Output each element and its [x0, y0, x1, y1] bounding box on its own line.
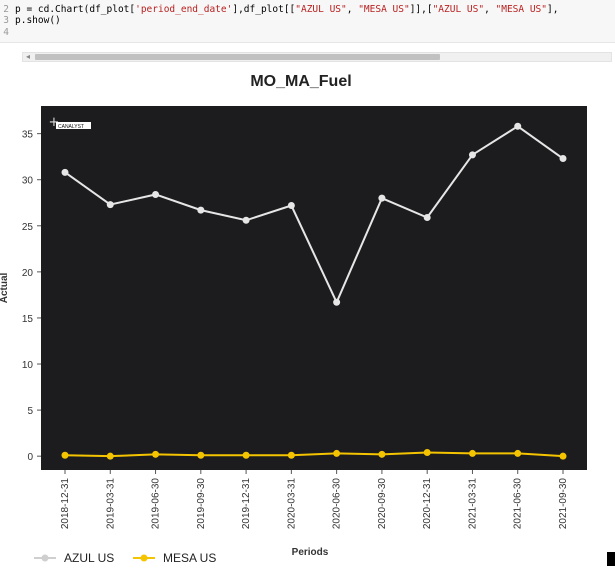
legend-item[interactable]: AZUL US	[34, 551, 114, 565]
y-tick-label: 20	[22, 268, 34, 279]
y-tick-label: 5	[27, 406, 33, 417]
watermark-cross-icon: +	[49, 115, 60, 130]
legend[interactable]: AZUL US MESA US	[34, 551, 216, 565]
horizontal-scrollbar[interactable]: ◂	[22, 52, 612, 62]
data-point[interactable]	[287, 202, 295, 210]
code-string: 'period_end_date'	[135, 4, 233, 15]
data-point[interactable]	[242, 451, 250, 459]
code-string: "AZUL US"	[295, 4, 347, 15]
data-point[interactable]	[152, 450, 160, 458]
data-point[interactable]	[468, 151, 476, 159]
code-text: ]],[	[409, 4, 433, 15]
x-tick-label: 2020-03-31	[286, 478, 297, 530]
code-text: p.show()	[15, 15, 61, 26]
y-tick-label: 35	[22, 130, 34, 141]
data-point[interactable]	[559, 155, 567, 163]
series-azul-us	[61, 122, 567, 306]
scroll-left-icon[interactable]: ◂	[26, 52, 31, 61]
plot-area	[41, 106, 587, 470]
data-point[interactable]	[242, 216, 250, 224]
data-point[interactable]	[333, 449, 341, 457]
series-line	[64, 125, 564, 305]
data-point[interactable]	[287, 451, 295, 459]
x-tick-label: 2020-12-31	[422, 478, 433, 530]
x-tick-label: 2021-09-30	[558, 478, 569, 530]
code-line[interactable]: 2 p = cd.Chart(df_plot['period_end_date']…	[0, 4, 558, 15]
code-line[interactable]: 3 p.show()	[0, 15, 61, 26]
watermark-box	[56, 122, 91, 129]
data-point[interactable]	[152, 190, 160, 198]
code-string: "MESA US"	[495, 4, 547, 15]
line-number: 3	[3, 15, 9, 26]
x-tick-label: 2021-06-30	[513, 478, 524, 530]
code-text: ,	[346, 4, 359, 15]
x-axis-label: Periods	[292, 547, 329, 558]
data-point[interactable]	[423, 448, 431, 456]
y-tick-label: 0	[27, 452, 33, 463]
y-axis-label: Actual	[0, 272, 10, 303]
code-string: "MESA US"	[358, 4, 410, 15]
y-tick-label: 10	[22, 360, 34, 371]
code-string: "AZUL US"	[432, 4, 485, 15]
series-layer	[61, 122, 567, 460]
code-line[interactable]: 4	[0, 27, 15, 38]
x-tick-label: 2021-03-31	[467, 478, 478, 530]
line-number: 4	[3, 27, 9, 38]
scroll-thumb[interactable]	[35, 54, 440, 60]
x-tick-label: 2019-06-30	[151, 478, 162, 530]
data-point[interactable]	[197, 206, 205, 214]
x-tick-label: 2018-12-31	[60, 478, 71, 530]
watermark-label: CANALYST	[58, 124, 84, 130]
data-point[interactable]	[61, 451, 69, 459]
code-text: ],	[547, 4, 559, 15]
data-point[interactable]	[106, 201, 114, 209]
legend-label: AZUL US	[64, 551, 114, 565]
data-point[interactable]	[559, 452, 567, 460]
data-point[interactable]	[106, 452, 114, 460]
data-point[interactable]	[514, 449, 522, 457]
data-point[interactable]	[333, 298, 341, 306]
x-axis: 2018-12-31 2019-03-31 2019-06-30 2019-09-30…	[60, 470, 569, 529]
y-tick-label: 25	[22, 222, 34, 233]
data-point[interactable]	[378, 194, 386, 202]
chart-title: MO_MA_Fuel	[250, 73, 351, 90]
x-tick-label: 2019-12-31	[241, 478, 252, 530]
data-point[interactable]	[468, 449, 476, 457]
watermark: + CANALYST	[49, 115, 91, 130]
code-text: ],df_plot[[	[232, 4, 296, 15]
line-number: 2	[3, 4, 9, 15]
legend-marker	[140, 554, 148, 562]
data-point[interactable]	[514, 122, 522, 130]
data-point[interactable]	[197, 451, 205, 459]
x-tick-label: 2020-09-30	[377, 478, 388, 530]
edge-marker	[607, 552, 615, 566]
series-mesa-us	[61, 448, 567, 460]
data-point[interactable]	[378, 450, 386, 458]
legend-marker	[41, 554, 49, 562]
y-axis: 0 5 10 15 20 25 30 35	[22, 130, 41, 463]
y-tick-label: 30	[22, 176, 34, 187]
legend-label: MESA US	[163, 551, 216, 565]
x-tick-label: 2019-09-30	[196, 478, 207, 530]
series-line	[64, 451, 564, 458]
data-point[interactable]	[423, 214, 431, 222]
x-tick-label: 2020-06-30	[332, 478, 343, 530]
code-text: p = cd.Chart(df_plot[	[15, 4, 136, 15]
code-cell[interactable]: 2 p = cd.Chart(df_plot['period_end_date']…	[0, 0, 615, 43]
y-tick-label: 15	[22, 314, 34, 325]
x-tick-label: 2019-03-31	[105, 478, 116, 530]
data-point[interactable]	[61, 168, 69, 176]
legend-item[interactable]: MESA US	[133, 551, 216, 565]
code-text: ,	[484, 4, 496, 15]
